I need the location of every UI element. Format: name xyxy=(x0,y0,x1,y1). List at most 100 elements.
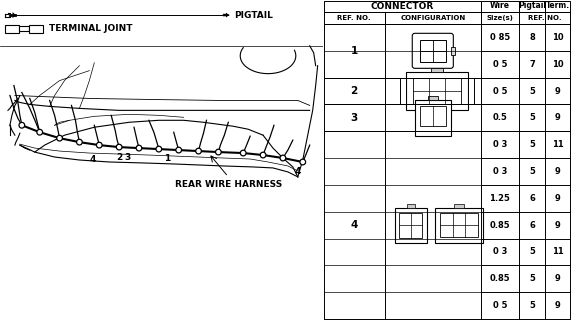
Text: Size(s): Size(s) xyxy=(486,15,513,21)
Text: 1: 1 xyxy=(164,154,170,163)
Bar xyxy=(399,212,423,238)
Text: 9: 9 xyxy=(554,86,560,96)
Text: CONNECTOR: CONNECTOR xyxy=(371,2,434,11)
Bar xyxy=(420,40,446,62)
Text: 1.25: 1.25 xyxy=(489,194,510,203)
Text: 0 5: 0 5 xyxy=(493,60,507,69)
Bar xyxy=(400,78,406,104)
Circle shape xyxy=(136,145,142,151)
Text: 3: 3 xyxy=(351,113,358,123)
Bar xyxy=(415,100,451,136)
FancyBboxPatch shape xyxy=(412,33,453,68)
Circle shape xyxy=(216,149,221,155)
Text: 3: 3 xyxy=(124,153,130,162)
Text: 0.85: 0.85 xyxy=(489,274,510,283)
Text: 5: 5 xyxy=(529,140,535,149)
Circle shape xyxy=(77,139,82,145)
Text: Wire: Wire xyxy=(490,1,510,10)
Text: 0 5: 0 5 xyxy=(493,86,507,96)
Bar xyxy=(407,204,415,208)
Text: REF. NO.: REF. NO. xyxy=(337,15,371,21)
Circle shape xyxy=(78,141,81,144)
Circle shape xyxy=(19,123,25,128)
Text: 9: 9 xyxy=(554,301,560,310)
Text: 0 3: 0 3 xyxy=(493,247,507,256)
Circle shape xyxy=(260,152,266,158)
Text: 10: 10 xyxy=(552,60,564,69)
Bar xyxy=(435,208,483,243)
Text: 0 3: 0 3 xyxy=(493,167,507,176)
Text: 2: 2 xyxy=(351,86,358,96)
Text: 5: 5 xyxy=(529,113,535,122)
Text: 6: 6 xyxy=(529,194,535,203)
Circle shape xyxy=(242,152,245,155)
Bar xyxy=(413,78,461,104)
Circle shape xyxy=(301,161,304,164)
Circle shape xyxy=(300,159,305,165)
Text: REAR WIRE HARNESS: REAR WIRE HARNESS xyxy=(175,180,282,189)
Bar xyxy=(440,213,477,237)
Circle shape xyxy=(38,131,41,134)
Circle shape xyxy=(262,154,264,156)
Text: 9: 9 xyxy=(554,274,560,283)
Bar xyxy=(406,72,468,110)
Text: 5: 5 xyxy=(529,274,535,283)
Text: 11: 11 xyxy=(552,247,564,256)
Text: 9: 9 xyxy=(554,167,560,176)
Text: TERMINAL JOINT: TERMINAL JOINT xyxy=(49,24,132,34)
Circle shape xyxy=(282,156,284,159)
Text: 11: 11 xyxy=(552,140,564,149)
Circle shape xyxy=(158,148,160,151)
Circle shape xyxy=(116,144,122,150)
Circle shape xyxy=(118,146,120,148)
Circle shape xyxy=(177,148,180,152)
Bar xyxy=(19,27,29,31)
Bar xyxy=(428,96,438,100)
Text: Term.: Term. xyxy=(545,1,569,10)
Bar xyxy=(468,78,474,104)
Text: REF. NO.: REF. NO. xyxy=(528,15,561,21)
Circle shape xyxy=(98,144,100,147)
Text: 10: 10 xyxy=(552,33,564,42)
Text: 4: 4 xyxy=(295,167,301,176)
Polygon shape xyxy=(223,13,230,17)
Bar xyxy=(5,25,19,33)
Circle shape xyxy=(280,155,286,161)
Text: 5: 5 xyxy=(529,247,535,256)
Bar xyxy=(451,47,455,55)
Bar xyxy=(454,204,464,208)
Text: 0.85: 0.85 xyxy=(489,220,510,230)
Text: 9: 9 xyxy=(554,194,560,203)
Circle shape xyxy=(21,124,23,127)
Circle shape xyxy=(176,147,182,153)
Circle shape xyxy=(196,148,202,154)
Text: 9: 9 xyxy=(554,220,560,230)
Text: 2: 2 xyxy=(116,153,122,162)
Bar xyxy=(420,106,446,126)
Circle shape xyxy=(96,142,102,148)
Circle shape xyxy=(240,150,246,156)
Bar xyxy=(431,68,443,72)
Text: 0 3: 0 3 xyxy=(493,140,507,149)
Text: 5: 5 xyxy=(529,86,535,96)
Circle shape xyxy=(138,147,140,149)
Text: 9: 9 xyxy=(554,113,560,122)
Circle shape xyxy=(197,149,200,153)
Text: 6: 6 xyxy=(529,220,535,230)
Circle shape xyxy=(217,151,220,154)
Text: PIGTAIL: PIGTAIL xyxy=(234,11,273,20)
Bar xyxy=(395,208,427,243)
Circle shape xyxy=(57,135,62,141)
Text: 5: 5 xyxy=(529,167,535,176)
Text: 0.5: 0.5 xyxy=(492,113,507,122)
Text: 5: 5 xyxy=(529,301,535,310)
Text: 0 5: 0 5 xyxy=(493,301,507,310)
Bar xyxy=(29,25,43,33)
Text: Pigtail: Pigtail xyxy=(518,1,546,10)
Circle shape xyxy=(156,146,162,152)
Circle shape xyxy=(37,129,42,135)
Text: 0 85: 0 85 xyxy=(490,33,510,42)
Text: 7: 7 xyxy=(529,60,535,69)
Text: 4: 4 xyxy=(351,220,358,230)
Text: 4: 4 xyxy=(89,156,95,164)
